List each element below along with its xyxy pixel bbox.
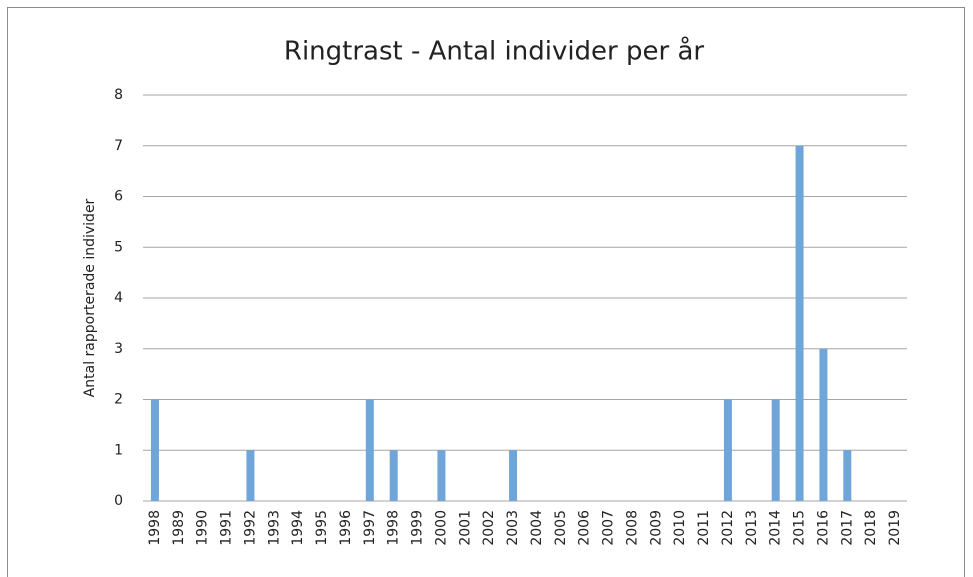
bar (509, 450, 518, 501)
y-tick-label: 2 (114, 392, 123, 408)
y-tick-label: 4 (114, 290, 123, 306)
y-tick-label: 6 (114, 189, 123, 205)
x-tick-label: 2011 (696, 510, 712, 546)
y-tick-label: 3 (114, 341, 123, 357)
x-tick-label: 1998 (386, 510, 402, 546)
bar (771, 399, 780, 501)
x-tick-label: 1990 (195, 510, 211, 546)
x-tick-label: 2016 (815, 510, 831, 546)
chart-title: Ringtrast - Antal individer per år (284, 36, 705, 67)
bar (437, 450, 446, 501)
bar (246, 450, 255, 501)
x-tick-label: 1997 (362, 510, 378, 546)
x-tick-label: 2012 (720, 510, 736, 546)
x-tick-label: 2004 (529, 510, 545, 546)
x-tick-label: 1992 (242, 510, 258, 546)
y-tick-label: 0 (114, 493, 123, 509)
x-tick-label: 2001 (457, 510, 473, 546)
y-tick-label: 7 (114, 138, 123, 154)
x-tick-label: 2003 (505, 510, 521, 546)
y-tick-label: 8 (114, 87, 123, 103)
bar (389, 450, 398, 501)
x-tick-label: 1995 (314, 510, 330, 546)
x-tick-label: 2007 (601, 510, 617, 546)
y-tick-label: 1 (114, 442, 123, 458)
x-tick-label: 1996 (338, 510, 354, 546)
x-tick-label: 1989 (171, 510, 187, 546)
x-tick-label: 2019 (887, 510, 903, 546)
x-tick-label: 2013 (744, 510, 760, 546)
bar (365, 399, 374, 501)
y-axis-label: Antal rapporterade individer (82, 198, 98, 397)
x-tick-label: 2010 (672, 510, 688, 546)
x-tick-label: 2015 (792, 510, 808, 546)
x-tick-label: 2005 (553, 510, 569, 546)
chart-frame (7, 7, 965, 577)
x-tick-label: 1999 (410, 510, 426, 546)
x-tick-label: 2009 (648, 510, 664, 546)
bar (843, 450, 852, 501)
bar (150, 399, 159, 501)
bar (795, 145, 804, 501)
bar (723, 399, 732, 501)
x-tick-label: 2018 (863, 510, 879, 546)
x-tick-label: 1994 (290, 510, 306, 546)
bar (819, 348, 828, 501)
y-tick-label: 5 (114, 239, 123, 255)
x-tick-label: 2017 (839, 510, 855, 546)
x-tick-label: 1998 (147, 510, 163, 546)
x-tick-label: 1991 (219, 510, 235, 546)
x-tick-label: 2006 (577, 510, 593, 546)
x-tick-label: 2002 (481, 510, 497, 546)
x-tick-label: 2014 (768, 510, 784, 546)
x-tick-label: 1993 (266, 510, 282, 546)
x-tick-label: 2000 (433, 510, 449, 546)
x-tick-label: 2008 (624, 510, 640, 546)
